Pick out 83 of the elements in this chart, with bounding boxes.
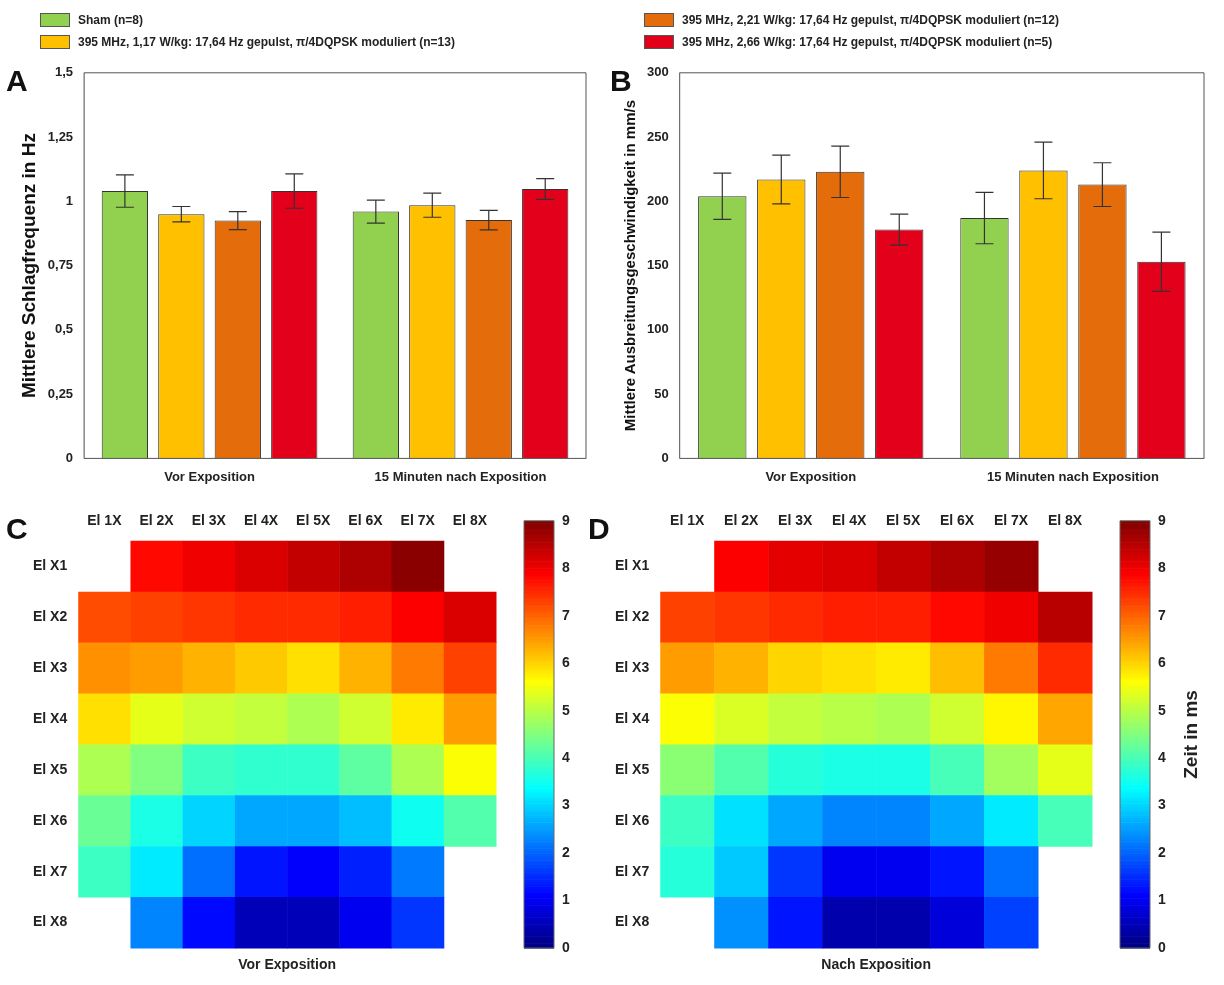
color-bar-label: 0 [562, 938, 570, 955]
color-bar-label: 7 [1158, 606, 1166, 623]
text: C [6, 512, 28, 546]
y-tick-label: 200 [646, 192, 669, 208]
color-bar-title: Zeit in ms [1180, 690, 1202, 779]
y-tick-label: El X1 [32, 557, 68, 574]
y-tick-label: 1,25 [47, 128, 74, 144]
y-tick-label: El X6 [614, 811, 650, 828]
color-bar-label: 2 [1158, 843, 1166, 860]
x-tick-label: El 2X [724, 512, 759, 529]
y-axis-title: Mittlere Schlagfrequenz in Hz [17, 133, 39, 399]
y-tick-label: El X3 [32, 658, 68, 675]
x-axis-title: Nach Exposition [821, 955, 931, 972]
x-tick-label: El 4X [243, 512, 279, 529]
color-bar-label: 6 [1158, 654, 1166, 671]
x-tick-label: El 7X [400, 512, 436, 529]
color-bar-label: 7 [562, 606, 570, 623]
color-bar-label: 8 [562, 559, 570, 576]
y-tick-label: El X2 [614, 608, 650, 625]
color-bar-label: 6 [562, 654, 570, 671]
color-bar-label: 1 [1158, 891, 1166, 908]
y-tick-label: El X8 [614, 913, 650, 930]
color-bar-label: 4 [562, 748, 570, 765]
y-tick-label: 50 [654, 385, 669, 401]
x-tick-label: El 7X [993, 512, 1029, 529]
y-tick-label: 0,5 [55, 321, 74, 337]
x-tick-label: El 6X [939, 512, 975, 529]
color-bar-label: 5 [562, 701, 570, 718]
x-tick-label: Vor Exposition [164, 468, 256, 484]
x-tick-label: El 5X [296, 512, 332, 529]
color-bar-label: 0 [1158, 938, 1166, 955]
x-axis-title: Vor Exposition [238, 955, 336, 972]
x-tick-label: El 1X [87, 512, 123, 529]
x-tick-label: El 3X [778, 512, 813, 529]
color-bar-label: 3 [1158, 796, 1166, 813]
legend-label: 395 MHz, 2,66 W/kg: 17,64 Hz gepulst, π/4DQPSK moduliert (n=5) [682, 35, 1053, 49]
color-bar-label: 3 [562, 796, 570, 813]
y-tick-label: 0 [661, 449, 669, 465]
x-tick-label: Vor Exposition [765, 468, 857, 484]
y-tick-label: 100 [646, 321, 669, 337]
y-tick-label: 250 [646, 128, 669, 144]
x-tick-label: El 2X [139, 512, 175, 529]
color-bar-label: 8 [1158, 559, 1166, 576]
y-tick-label: El X2 [32, 608, 68, 625]
y-tick-label: El X4 [614, 709, 650, 726]
x-tick-label: El 6X [348, 512, 384, 529]
x-tick-label: El 1X [670, 512, 705, 529]
x-tick-label: El 4X [832, 512, 867, 529]
y-tick-label: El X8 [32, 913, 68, 930]
color-bar-label: 9 [562, 511, 570, 528]
color-bar-label: 2 [562, 843, 570, 860]
y-tick-label: 300 [646, 64, 669, 80]
y-tick-label: El X4 [32, 709, 68, 726]
text: D [588, 512, 610, 546]
y-tick-label: El X5 [32, 760, 68, 777]
text: B [610, 64, 632, 98]
legend-label: Sham (n=8) [78, 13, 144, 27]
y-tick-label: El X5 [614, 760, 650, 777]
y-tick-label: El X3 [614, 658, 650, 675]
x-tick-label: El 8X [452, 512, 488, 529]
legend-label: 395 MHz, 2,21 W/kg: 17,64 Hz gepulst, π/4DQPSK moduliert (n=12) [682, 13, 1059, 27]
legend-label: 395 MHz, 1,17 W/kg: 17,64 Hz gepulst, π/4DQPSK moduliert (n=13) [78, 35, 455, 49]
text: A [6, 64, 28, 98]
color-bar-label: 5 [1158, 701, 1166, 718]
x-tick-label: El 8X [1047, 512, 1083, 529]
color-bar-label: 4 [1158, 748, 1166, 765]
y-tick-label: 0 [65, 449, 74, 465]
y-axis-title: Mittlere Ausbreitungsgeschwindigkeit in mm/s [621, 100, 639, 432]
x-tick-label: El 3X [191, 512, 227, 529]
y-tick-label: 1 [65, 192, 74, 208]
y-tick-label: El X6 [32, 811, 68, 828]
y-tick-label: 1,5 [55, 64, 74, 80]
color-bar-label: 9 [1158, 511, 1166, 528]
color-bar-label: 1 [562, 891, 570, 908]
x-tick-label: El 5X [885, 512, 921, 529]
y-tick-label: El X7 [32, 862, 68, 879]
y-tick-label: El X7 [614, 862, 650, 879]
x-tick-label: 15 Minuten nach Exposition [374, 468, 547, 484]
y-tick-label: 0,75 [47, 257, 74, 273]
y-tick-label: El X1 [614, 557, 650, 574]
y-tick-label: 0,25 [47, 385, 74, 401]
x-tick-label: 15 Minuten nach Exposition [986, 468, 1159, 484]
y-tick-label: 150 [646, 257, 669, 273]
